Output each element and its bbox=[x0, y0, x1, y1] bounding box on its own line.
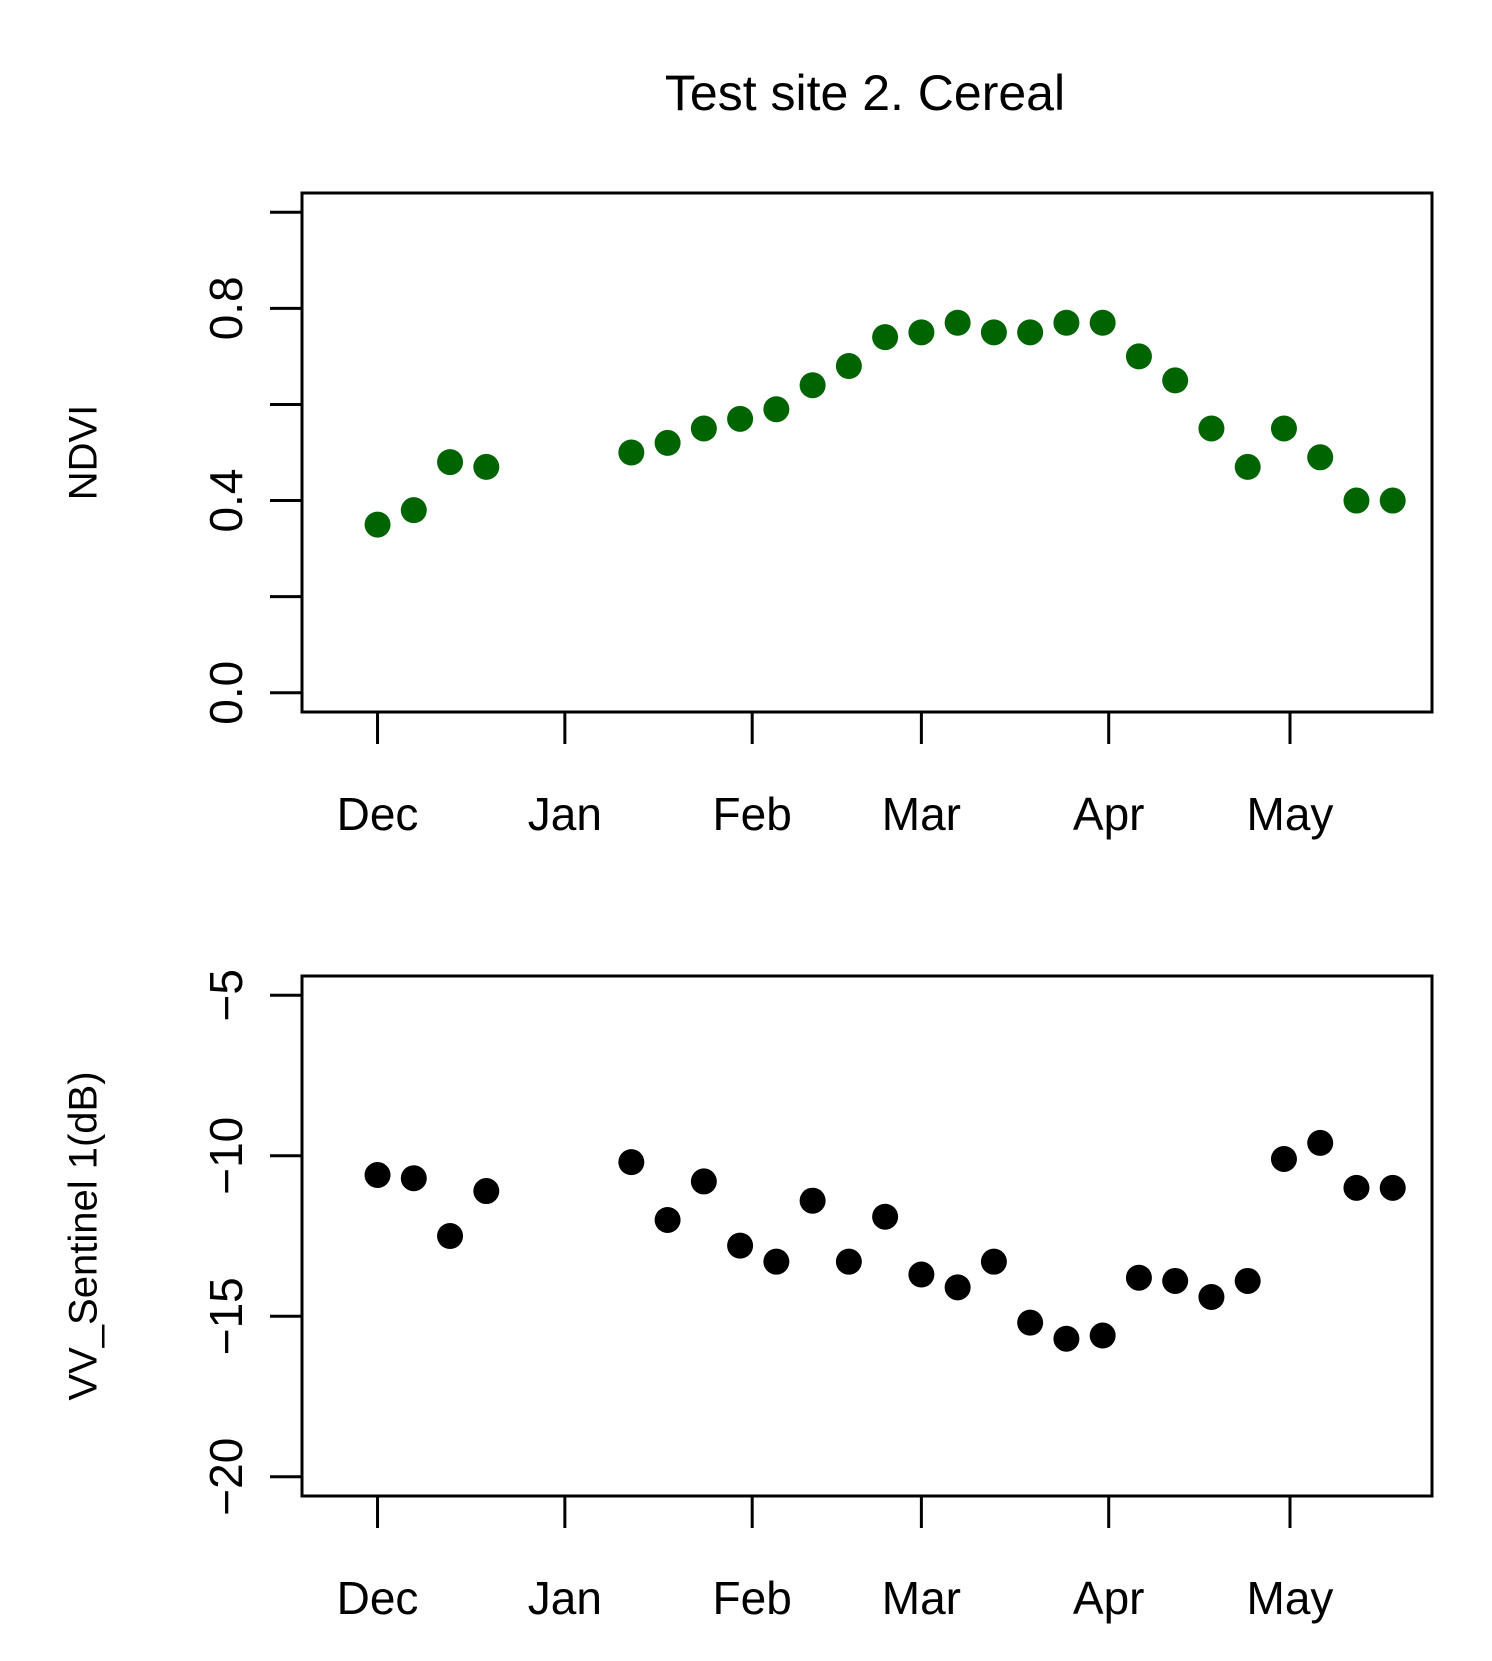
vv-data-point bbox=[1053, 1325, 1080, 1352]
ndvi-data-point bbox=[799, 372, 826, 399]
ndvi-x-tick-label: Mar bbox=[882, 788, 961, 840]
vv-panel: −20 −15 −10 −5 VV_Sentinel 1(dB) Dec Jan Feb Mar… bbox=[62, 969, 1434, 1624]
vv-data-point bbox=[1089, 1322, 1116, 1349]
vv-data-point bbox=[799, 1187, 826, 1214]
vv-x-tick-label: Mar bbox=[882, 1572, 961, 1624]
vv-data-point bbox=[944, 1274, 971, 1301]
ndvi-data-point bbox=[690, 415, 717, 442]
vv-data-point bbox=[727, 1232, 754, 1259]
ndvi-y-tick-label: 0.8 bbox=[200, 276, 252, 340]
ndvi-data-point bbox=[1198, 415, 1225, 442]
ndvi-data-point bbox=[835, 353, 862, 379]
ndvi-y-tick-label: 0.4 bbox=[200, 469, 252, 533]
vv-data-point bbox=[690, 1168, 717, 1195]
ndvi-data-point bbox=[1162, 367, 1189, 394]
vv-data-point bbox=[364, 1162, 391, 1189]
vv-data-point bbox=[763, 1248, 790, 1275]
ndvi-data-point bbox=[364, 511, 391, 538]
vv-data-point bbox=[1125, 1264, 1152, 1291]
vv-data-point bbox=[1379, 1174, 1406, 1201]
vv-y-tick-label: −10 bbox=[200, 1117, 252, 1195]
ndvi-data-point bbox=[872, 324, 899, 351]
vv-data-point bbox=[437, 1223, 464, 1249]
ndvi-y-tick-label: 0.0 bbox=[200, 661, 252, 725]
ndvi-data-point bbox=[1270, 415, 1297, 442]
vv-data-point bbox=[1162, 1267, 1189, 1294]
ndvi-data-point bbox=[944, 309, 971, 336]
vv-data-point bbox=[400, 1165, 427, 1192]
vv-x-tick-label: Dec bbox=[337, 1572, 419, 1624]
vv-x-tick-label: May bbox=[1247, 1572, 1334, 1624]
vv-data-point bbox=[980, 1248, 1007, 1275]
vv-y-axis-label: VV_Sentinel 1(dB) bbox=[62, 1071, 106, 1400]
ndvi-data-point bbox=[400, 497, 427, 524]
vv-data-point bbox=[1234, 1267, 1261, 1294]
ndvi-data-point bbox=[763, 396, 790, 423]
ndvi-data-point bbox=[1343, 487, 1370, 514]
ndvi-data-point bbox=[437, 449, 464, 476]
vv-data-point bbox=[1198, 1283, 1225, 1310]
ndvi-data-point bbox=[1053, 309, 1080, 336]
vv-data-point bbox=[1343, 1174, 1370, 1201]
vv-y-tick-label: −20 bbox=[200, 1438, 252, 1516]
ndvi-x-tick-label: Apr bbox=[1073, 788, 1145, 840]
chart-title: Test site 2. Cereal bbox=[665, 65, 1065, 121]
vv-y-tick-label: −15 bbox=[200, 1277, 252, 1355]
ndvi-x-tick-label: Jan bbox=[528, 788, 602, 840]
vv-data-point bbox=[1270, 1145, 1297, 1172]
vv-x-tick-label: Apr bbox=[1073, 1572, 1145, 1624]
ndvi-x-tick-label: Feb bbox=[713, 788, 792, 840]
ndvi-data-point bbox=[1089, 309, 1116, 336]
vv-plot-frame bbox=[300, 974, 1434, 1498]
vv-data-point bbox=[835, 1248, 862, 1275]
ndvi-data-point bbox=[727, 405, 754, 432]
ndvi-x-tick-label: Dec bbox=[337, 788, 419, 840]
vv-x-tick-label: Feb bbox=[713, 1572, 792, 1624]
ndvi-data-point bbox=[908, 319, 935, 346]
ndvi-data-point bbox=[618, 439, 645, 466]
vv-data-point bbox=[654, 1206, 681, 1233]
ndvi-data-point bbox=[1125, 343, 1152, 370]
ndvi-data-point bbox=[1017, 319, 1044, 346]
vv-data-point bbox=[1307, 1129, 1334, 1156]
vv-data-point bbox=[1017, 1309, 1044, 1336]
vv-data-point bbox=[908, 1261, 935, 1288]
ndvi-data-point bbox=[980, 319, 1007, 346]
vv-data-point bbox=[618, 1149, 645, 1176]
ndvi-x-tick-label: May bbox=[1247, 788, 1334, 840]
ndvi-y-axis-label: NDVI bbox=[62, 405, 106, 501]
ndvi-plot-frame bbox=[300, 191, 1434, 714]
ndvi-panel: 0.0 0.4 0.8 NDVI Dec Jan Feb Mar Apr May bbox=[62, 191, 1434, 840]
ndvi-data-point bbox=[1379, 487, 1406, 514]
ndvi-data-point bbox=[1307, 444, 1334, 471]
vv-x-tick-label: Jan bbox=[528, 1572, 602, 1624]
vv-data-point bbox=[473, 1178, 500, 1205]
vv-y-tick-label: −5 bbox=[200, 969, 252, 1021]
vv-data-point bbox=[872, 1203, 899, 1230]
ndvi-data-point bbox=[473, 453, 500, 480]
ndvi-data-point bbox=[1234, 453, 1261, 480]
ndvi-data-point bbox=[654, 429, 681, 456]
